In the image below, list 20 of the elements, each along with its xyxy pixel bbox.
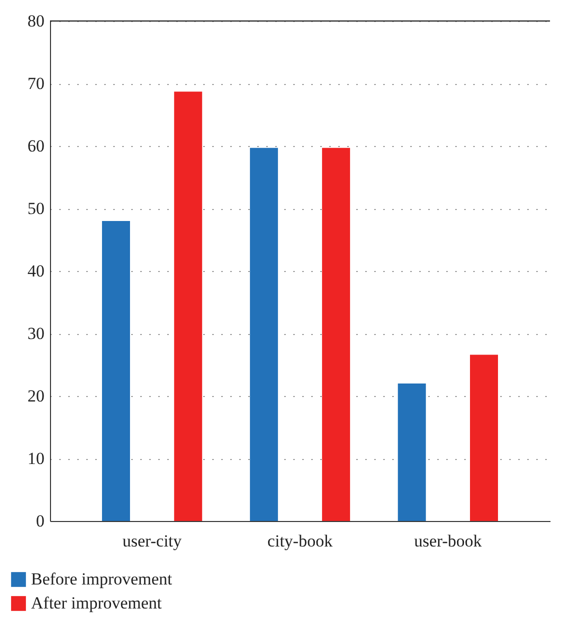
y-tick-label: 70	[28, 74, 44, 93]
bar	[322, 148, 350, 521]
x-tick-label: user-book	[414, 532, 482, 550]
y-tick-label: 0	[36, 512, 44, 530]
legend-label: Before improvement	[31, 570, 172, 588]
legend-label: After improvement	[31, 594, 162, 612]
y-tick-label: 20	[28, 386, 44, 406]
y-tick-label: 50	[28, 199, 44, 218]
bar	[102, 221, 130, 521]
y-tick-label: 80	[28, 12, 44, 30]
bar	[398, 384, 426, 521]
x-tick-label: user-city	[122, 532, 182, 550]
bar	[174, 92, 202, 521]
bar	[470, 354, 498, 521]
y-tick-label: 60	[28, 136, 44, 156]
y-tick-label: 30	[28, 324, 44, 343]
x-tick-label: city-book	[267, 532, 334, 550]
y-tick-label: 10	[28, 449, 44, 468]
bar	[250, 148, 278, 521]
y-tick-label: 40	[28, 262, 44, 280]
